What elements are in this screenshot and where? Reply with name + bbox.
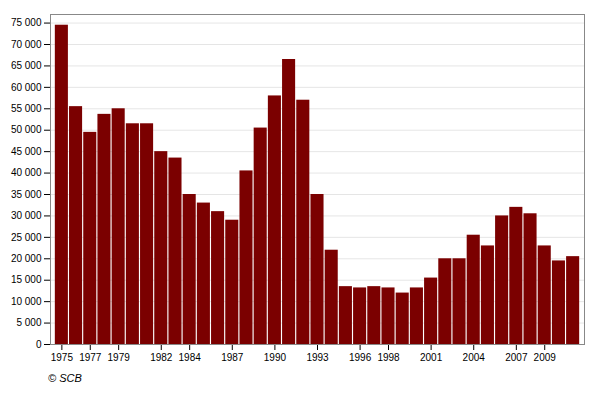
svg-text:60 000: 60 000: [11, 82, 42, 93]
html-text:© SCB: © SCB: [48, 372, 82, 384]
svg-text:1977: 1977: [79, 352, 102, 363]
svg-text:1996: 1996: [349, 352, 372, 363]
svg-text:50 000: 50 000: [11, 124, 42, 135]
svg-text:45 000: 45 000: [11, 146, 42, 157]
svg-text:0: 0: [36, 339, 42, 350]
svg-text:55 000: 55 000: [11, 103, 42, 114]
svg-text:40 000: 40 000: [11, 167, 42, 178]
svg-text:30 000: 30 000: [11, 210, 42, 221]
svg-text:2009: 2009: [534, 352, 557, 363]
svg-text:5 000: 5 000: [16, 317, 41, 328]
svg-text:1993: 1993: [306, 352, 329, 363]
svg-text:65 000: 65 000: [11, 60, 42, 71]
svg-text:1982: 1982: [150, 352, 173, 363]
svg-text:2001: 2001: [420, 352, 443, 363]
svg-text:1998: 1998: [377, 352, 400, 363]
svg-text:35 000: 35 000: [11, 189, 42, 200]
svg-text:1990: 1990: [264, 352, 287, 363]
svg-text:25 000: 25 000: [11, 232, 42, 243]
svg-text:1987: 1987: [221, 352, 244, 363]
svg-text:1984: 1984: [179, 352, 202, 363]
svg-text:2004: 2004: [463, 352, 486, 363]
svg-text:70 000: 70 000: [11, 39, 42, 50]
svg-text:1975: 1975: [51, 352, 74, 363]
svg-text:1979: 1979: [108, 352, 131, 363]
svg-text:2007: 2007: [505, 352, 528, 363]
svg-text:10 000: 10 000: [11, 296, 42, 307]
svg-text:20 000: 20 000: [11, 253, 42, 264]
svg-text:15 000: 15 000: [11, 274, 42, 285]
svg-text:75 000: 75 000: [11, 17, 42, 28]
